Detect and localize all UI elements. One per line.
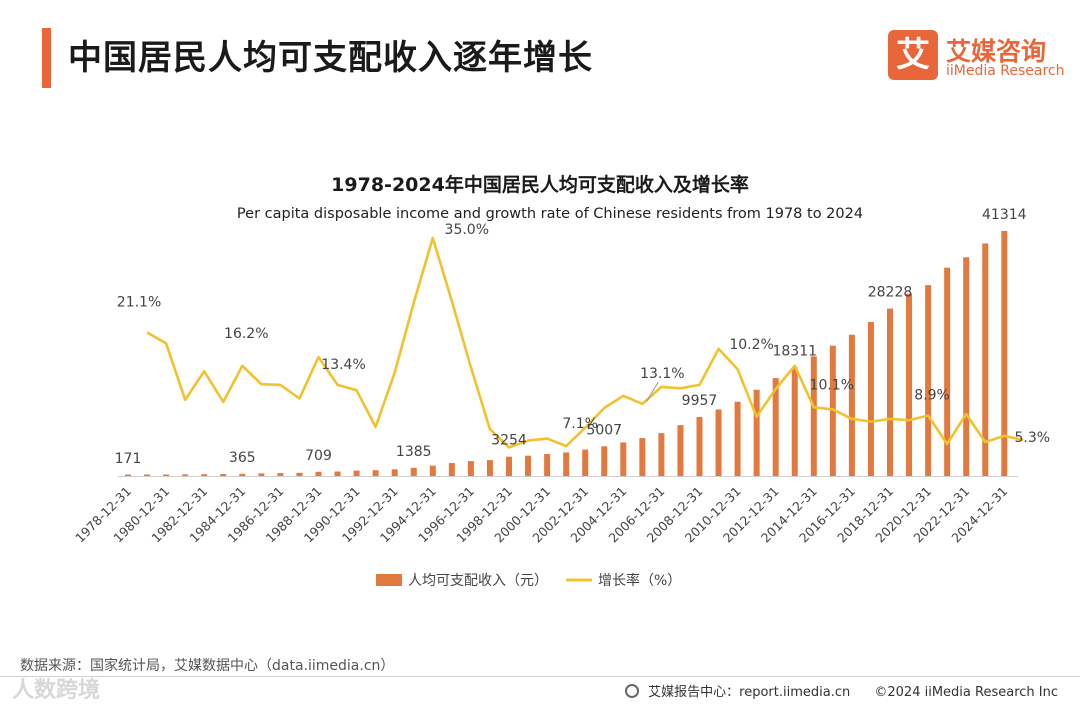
income-bar bbox=[848, 334, 855, 476]
income-bar bbox=[525, 455, 532, 476]
income-data-label: 9957 bbox=[682, 393, 718, 409]
chart-subtitle: Per capita disposable income and growth … bbox=[236, 206, 864, 222]
growth-data-label: 5.3% bbox=[1015, 430, 1051, 446]
growth-line bbox=[146, 236, 1024, 449]
income-bar bbox=[544, 453, 551, 476]
income-data-label: 5007 bbox=[586, 422, 622, 438]
income-bar bbox=[163, 474, 170, 476]
income-bar bbox=[677, 425, 684, 476]
footer-info: 艾媒报告中心：report.iimedia.cn ©2024 iiMedia R… bbox=[625, 681, 1058, 700]
copyright: ©2024 iiMedia Research Inc bbox=[874, 685, 1058, 700]
income-data-label: 171 bbox=[115, 451, 142, 467]
income-bar bbox=[334, 471, 341, 476]
logo-text-cn: 艾媒咨询 bbox=[946, 37, 1047, 66]
income-bar bbox=[220, 474, 227, 476]
income-bar bbox=[791, 367, 798, 476]
income-data-label: 709 bbox=[305, 448, 332, 464]
growth-data-label: 7.1% bbox=[562, 416, 598, 432]
income-bar bbox=[715, 409, 722, 476]
income-bar bbox=[201, 474, 208, 476]
income-bar bbox=[944, 267, 951, 476]
income-bar bbox=[315, 471, 322, 476]
growth-data-label: 10.1% bbox=[810, 377, 854, 393]
watermark: 人数跨境 bbox=[12, 678, 101, 703]
growth-data-label: 21.1% bbox=[117, 295, 161, 311]
income-bar bbox=[125, 474, 131, 476]
income-bar bbox=[486, 460, 493, 476]
income-data-label: 3254 bbox=[491, 433, 527, 449]
legend-label: 人均可支配收入（元） bbox=[408, 573, 548, 589]
income-bar bbox=[239, 473, 246, 476]
income-bar bbox=[810, 356, 817, 476]
title-accent-bar bbox=[42, 28, 51, 88]
income-bar bbox=[296, 472, 303, 476]
footer-divider bbox=[0, 676, 1080, 677]
income-bar bbox=[753, 389, 760, 476]
income-data-label: 28228 bbox=[868, 285, 913, 301]
income-bar bbox=[867, 321, 874, 476]
income-growth-chart: 171 365 709 1385 3254 5007 9957 18311 28228 41314… bbox=[72, 207, 1051, 589]
income-bar bbox=[734, 401, 741, 476]
globe-icon bbox=[625, 684, 640, 698]
income-bar bbox=[372, 470, 379, 476]
growth-data-label: 10.2% bbox=[729, 337, 773, 353]
report-link[interactable]: 艾媒报告中心：report.iimedia.cn bbox=[648, 685, 851, 700]
data-source: 数据来源：国家统计局，艾媒数据中心（data.iimedia.cn） bbox=[20, 658, 395, 674]
income-bar bbox=[620, 442, 627, 476]
income-data-label: 18311 bbox=[772, 343, 817, 359]
income-bar bbox=[696, 416, 703, 476]
legend-label: 增长率（%） bbox=[598, 572, 681, 589]
income-bar bbox=[639, 438, 646, 476]
income-bar bbox=[601, 446, 608, 476]
income-bar bbox=[1001, 231, 1008, 476]
income-bar bbox=[582, 449, 589, 476]
income-bar bbox=[925, 285, 932, 476]
income-bar bbox=[391, 469, 398, 476]
income-bar bbox=[506, 456, 512, 476]
income-bar bbox=[258, 473, 265, 476]
page-title: 中国居民人均可支配收入逐年增长 bbox=[68, 38, 593, 78]
income-bar bbox=[144, 474, 151, 476]
income-bar bbox=[658, 433, 665, 476]
income-bar bbox=[410, 467, 417, 476]
income-bar bbox=[963, 257, 970, 476]
growth-data-label: 13.1% bbox=[640, 366, 684, 382]
income-bar bbox=[772, 378, 779, 476]
chart-title: 1978-2024年中国居民人均可支配收入及增长率 bbox=[331, 174, 749, 196]
income-bar bbox=[563, 452, 570, 476]
growth-data-label: 13.4% bbox=[321, 357, 365, 373]
income-bar bbox=[829, 345, 836, 476]
logo-icon: 艾 bbox=[888, 30, 938, 80]
label-leader-line bbox=[645, 381, 659, 403]
income-bar bbox=[277, 473, 284, 476]
growth-data-label: 8.9% bbox=[914, 387, 950, 403]
brand-logo[interactable]: 艾 艾媒咨询 iiMedia Research bbox=[888, 30, 1065, 82]
legend-bar-swatch bbox=[376, 574, 402, 586]
income-data-label: 41314 bbox=[982, 207, 1027, 223]
income-bar bbox=[467, 461, 474, 476]
income-data-label: 365 bbox=[229, 450, 256, 466]
income-bar bbox=[906, 293, 913, 476]
income-bar bbox=[887, 308, 893, 476]
income-bar bbox=[429, 465, 436, 476]
income-bar bbox=[982, 243, 989, 476]
income-bar bbox=[448, 463, 455, 476]
growth-data-label: 16.2% bbox=[224, 326, 268, 342]
logo-text-en: iiMedia Research bbox=[946, 63, 1065, 79]
growth-data-label: 35.0% bbox=[445, 222, 489, 238]
income-data-label: 1385 bbox=[396, 444, 432, 460]
income-bar bbox=[182, 474, 189, 476]
income-bar bbox=[353, 470, 360, 476]
